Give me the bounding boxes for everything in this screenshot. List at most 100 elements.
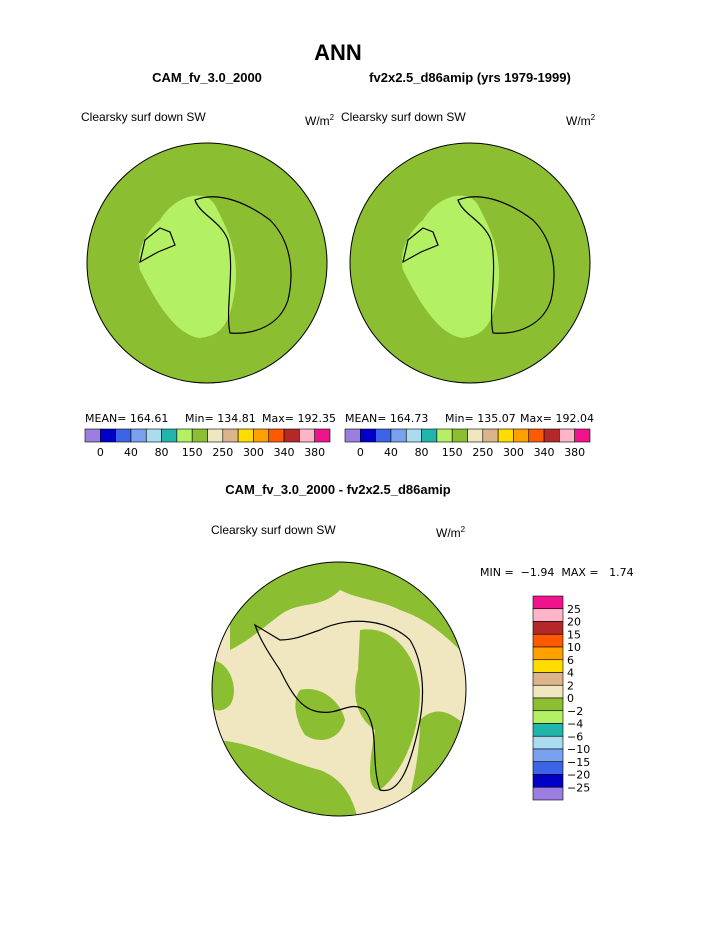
colorbar-label: 250 xyxy=(472,446,493,459)
colorbar-label: 80 xyxy=(415,446,429,459)
colorbar-box xyxy=(532,621,564,635)
colorbar-label: 0 xyxy=(357,446,364,459)
colorbar-label: 380 xyxy=(564,446,585,459)
colorbar-label: 340 xyxy=(274,446,295,459)
stat: MEAN= 164.73 xyxy=(345,412,428,425)
colorbar-label: 300 xyxy=(503,446,524,459)
field-name: Clearsky surf down SW xyxy=(81,110,206,124)
colorbar-label: −25 xyxy=(567,781,590,794)
colorbar-label: 340 xyxy=(534,446,555,459)
colorbar-box xyxy=(390,428,407,443)
colorbar-box xyxy=(84,428,101,443)
colorbar-label: 6 xyxy=(567,654,574,667)
colorbar-box xyxy=(559,428,575,443)
colorbar-label: −20 xyxy=(567,769,590,782)
colorbar-box xyxy=(532,761,564,775)
units-base: W/m xyxy=(436,526,461,540)
colorbar-label: 150 xyxy=(442,446,463,459)
colorbar-label: 300 xyxy=(243,446,264,459)
colorbar-label: −2 xyxy=(567,705,583,718)
colorbar-label: 20 xyxy=(567,616,581,629)
diff-stats: MIN = −1.94 MAX = 1.74 xyxy=(480,566,634,579)
case-title: fv2x2.5_d86amip (yrs 1979-1999) xyxy=(369,70,571,85)
colorbar-label: 25 xyxy=(567,603,581,616)
colorbar-box xyxy=(405,428,422,443)
colorbar-box xyxy=(283,428,300,443)
units-exp: 2 xyxy=(591,113,596,122)
colorbar-box xyxy=(532,774,564,788)
colorbar-box xyxy=(532,710,564,724)
stat: Max= 192.04 xyxy=(520,412,594,425)
colorbar-box xyxy=(467,428,484,443)
colorbar-box xyxy=(532,748,564,763)
colorbar-box xyxy=(115,428,132,443)
colorbar-label: 380 xyxy=(304,446,325,459)
field-name: Clearsky surf down SW xyxy=(211,523,336,537)
colorbar-box xyxy=(421,428,438,443)
colorbar-label: −15 xyxy=(567,756,590,769)
colorbar-box xyxy=(532,786,564,801)
colorbars: 0 40 80 150 250 300 340 380 0 40 80 150 250 300 340 380 xyxy=(84,428,591,459)
colorbar-label: −6 xyxy=(567,730,583,743)
colorbar-box xyxy=(191,428,208,443)
colorbar-box xyxy=(543,428,560,443)
colorbar-box xyxy=(436,428,453,443)
colorbar-box xyxy=(528,428,545,443)
colorbar-label: 40 xyxy=(384,446,398,459)
colorbar-box xyxy=(532,697,564,712)
colorbar-label: 4 xyxy=(567,667,574,680)
colorbar-box xyxy=(513,428,530,443)
colorbar-label: −4 xyxy=(567,718,583,731)
colorbar-label: 150 xyxy=(182,446,203,459)
colorbar-box xyxy=(532,659,564,673)
colorbar-label: 0 xyxy=(567,692,574,705)
colorbar-box xyxy=(253,428,270,443)
colorbar-box xyxy=(375,428,392,443)
units-exp: 2 xyxy=(461,525,466,534)
colorbar-box xyxy=(176,428,193,443)
colorbar-box xyxy=(130,428,147,443)
colorbar-box xyxy=(237,428,254,443)
colorbar-box xyxy=(532,595,564,610)
colorbar-box xyxy=(532,723,564,737)
colorbar-box xyxy=(532,735,564,750)
map xyxy=(86,142,328,384)
colorbar-box xyxy=(574,428,591,443)
colorbar-box xyxy=(532,684,564,699)
stat: Max= 192.35 xyxy=(262,412,336,425)
colorbar-box xyxy=(161,428,178,443)
colorbar-label: 250 xyxy=(212,446,233,459)
colorbar-label: 40 xyxy=(124,446,138,459)
colorbar-label: 10 xyxy=(567,641,581,654)
diff-title: CAM_fv_3.0_2000 - fv2x2.5_d86amip xyxy=(225,482,451,497)
colorbar-box xyxy=(222,428,239,443)
units-base: W/m xyxy=(305,114,330,128)
diff-map xyxy=(211,561,467,817)
colorbar-box xyxy=(314,428,331,443)
units: W/m2 xyxy=(305,113,335,128)
colorbar-box xyxy=(344,428,361,443)
units: W/m2 xyxy=(566,113,596,128)
main-title: ANN xyxy=(314,40,362,65)
field-name: Clearsky surf down SW xyxy=(341,110,466,124)
colorbar-label: 15 xyxy=(567,628,581,641)
colorbar-label: 2 xyxy=(567,679,574,692)
stat: MEAN= 164.61 xyxy=(85,412,168,425)
colorbar-label: 0 xyxy=(97,446,104,459)
units-exp: 2 xyxy=(330,113,335,122)
units-base: W/m xyxy=(566,114,591,128)
colorbar-box xyxy=(145,428,162,443)
colorbar-box xyxy=(532,646,564,661)
map xyxy=(349,142,591,384)
colorbar-box xyxy=(299,428,315,443)
colorbar-box xyxy=(451,428,468,443)
colorbar-box xyxy=(360,428,376,443)
colorbar-box xyxy=(532,672,564,686)
colorbar-box xyxy=(532,633,564,648)
colorbar-label: 80 xyxy=(155,446,169,459)
case-title: CAM_fv_3.0_2000 xyxy=(152,70,262,85)
colorbar-box xyxy=(268,428,285,443)
colorbar-box xyxy=(497,428,514,443)
